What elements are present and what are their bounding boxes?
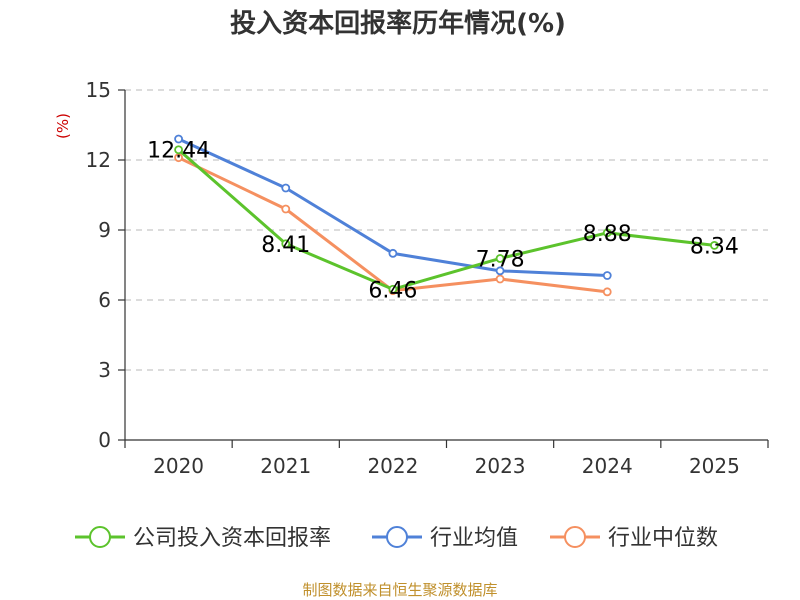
data-point xyxy=(174,153,183,163)
data-point xyxy=(174,134,183,144)
data-label: 8.88 xyxy=(583,222,632,247)
data-point xyxy=(602,228,612,238)
series-line xyxy=(177,148,715,291)
gridlines xyxy=(125,89,768,371)
data-label: 7.78 xyxy=(476,247,525,272)
chart-title: 投入资本回报率历年情况(%) xyxy=(230,8,566,39)
legend-swatch-marker xyxy=(564,526,586,548)
y-tick-label: 3 xyxy=(98,358,111,382)
legend-label: 公司投入资本回报率 xyxy=(133,526,331,551)
data-point xyxy=(495,266,505,276)
data-point xyxy=(281,239,291,249)
data-point xyxy=(281,183,291,193)
x-tick-label: 2021 xyxy=(260,454,311,478)
y-tick-label: 15 xyxy=(86,78,111,102)
legend-item: 公司投入资本回报率 xyxy=(75,526,331,551)
data-label: 6.46 xyxy=(368,278,417,303)
y-tick-label: 6 xyxy=(98,288,111,312)
legend-item: 行业均值 xyxy=(372,526,518,551)
x-tick-labels: 2020 2021 2022 2023 2024 2025 xyxy=(153,454,740,478)
legend: 公司投入资本回报率 行业均值 行业中位数 xyxy=(75,526,718,551)
data-label: 8.34 xyxy=(690,234,739,259)
x-tick-label: 2024 xyxy=(582,454,633,478)
y-tick-label: 12 xyxy=(86,148,111,172)
x-tick-label: 2022 xyxy=(367,454,418,478)
y-tick-label: 0 xyxy=(98,428,111,452)
data-label: 8.41 xyxy=(261,233,310,258)
data-point xyxy=(388,284,398,294)
data-point xyxy=(602,287,612,297)
legend-swatch-marker xyxy=(89,526,111,548)
data-labels: 12.44 8.41 6.46 7.78 8.88 8.34 xyxy=(147,139,739,304)
x-tick-label: 2025 xyxy=(689,454,740,478)
data-point xyxy=(710,240,719,250)
series-1 xyxy=(174,134,612,280)
data-point xyxy=(495,254,505,263)
legend-label: 行业均值 xyxy=(430,526,518,551)
source-footer: 制图数据来自恒生聚源数据库 xyxy=(302,581,497,599)
data-point xyxy=(495,274,505,284)
legend-label: 行业中位数 xyxy=(608,526,718,551)
y-tick-labels: 0 3 6 9 12 15 xyxy=(86,78,111,452)
legend-item: 行业中位数 xyxy=(550,526,718,551)
y-axis-label: (%) xyxy=(54,113,72,139)
axes xyxy=(118,89,769,448)
data-point xyxy=(602,271,612,280)
legend-swatch-marker xyxy=(386,526,408,548)
data-label: 12.44 xyxy=(147,139,210,164)
x-tick-label: 2023 xyxy=(475,454,526,478)
data-point xyxy=(281,204,291,214)
x-tick-label: 2020 xyxy=(153,454,204,478)
data-point xyxy=(174,145,183,155)
series-0 xyxy=(174,145,719,294)
series-lines xyxy=(174,134,719,297)
data-point xyxy=(388,248,398,258)
y-tick-label: 9 xyxy=(98,218,111,242)
